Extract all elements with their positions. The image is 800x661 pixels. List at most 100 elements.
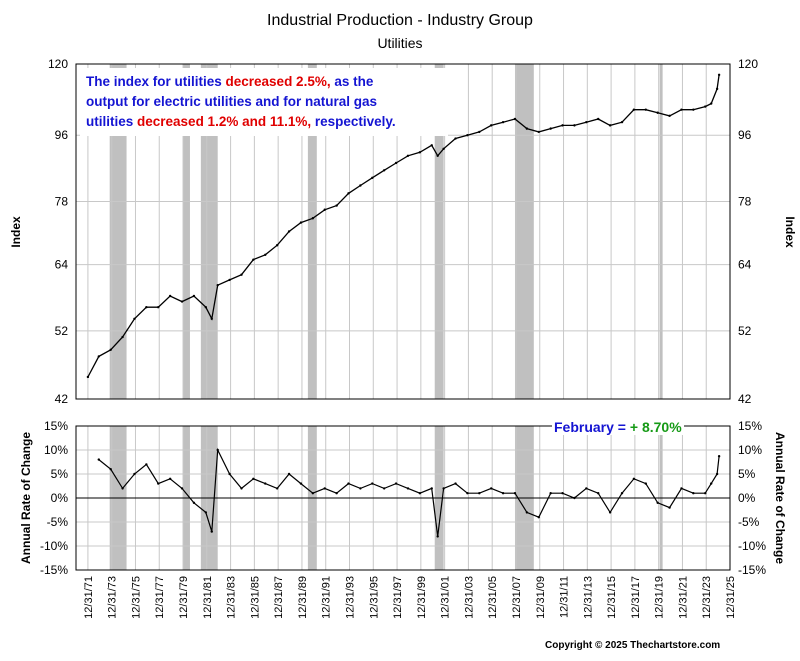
index-data-point <box>382 169 386 172</box>
rate-data-point <box>192 501 196 504</box>
rate-data-point <box>680 487 683 490</box>
copyright: Copyright © 2025 Thechartstore.com <box>545 640 721 651</box>
index-data-point <box>644 108 647 111</box>
index-data-point <box>210 317 213 321</box>
rate-data-point <box>632 477 636 480</box>
x-tick-label: 12/31/83 <box>226 576 238 619</box>
y-axis-label-right: Index <box>783 216 797 248</box>
rate-data-point <box>264 482 267 485</box>
rate-data-point <box>121 487 124 490</box>
rate-tick-label-right: 0% <box>738 491 756 505</box>
index-data-point <box>121 335 124 339</box>
index-data-point <box>525 127 529 130</box>
rate-data-point <box>133 472 136 476</box>
rate-tick-label-left: 10% <box>44 443 68 457</box>
rate-data-point <box>216 448 219 452</box>
index-data-point <box>240 273 243 276</box>
x-tick-label: 12/31/19 <box>654 576 666 619</box>
x-tick-label: 12/31/77 <box>154 576 166 619</box>
bottom-y-tick-labels: 15% 15% 10% 10% 5% 5% 0% 0% -5% -5% -10% -10% -15% -1… <box>40 419 766 577</box>
index-data-point <box>406 154 410 157</box>
index-data-point <box>478 130 481 134</box>
index-data-point <box>709 102 713 105</box>
index-data-point <box>359 184 362 187</box>
index-data-point <box>323 208 326 211</box>
y-tick-label-left: 96 <box>55 128 69 142</box>
y-tick-label-right: 96 <box>738 128 752 142</box>
rate-data-point <box>620 492 624 495</box>
top-y-tick-labels: 42 42 52 52 64 64 78 78 96 96 120 120 <box>48 57 758 406</box>
index-data-point <box>442 147 445 150</box>
index-data-point <box>252 258 255 261</box>
index-data-point <box>597 117 600 121</box>
index-data-point <box>97 355 101 358</box>
index-data-point <box>394 161 398 165</box>
rate-data-point <box>382 487 386 490</box>
x-tick-label: 12/31/87 <box>273 576 285 619</box>
latest-value-label: February = + 8.70% <box>552 419 684 435</box>
recession-band <box>307 64 317 399</box>
index-data-point <box>620 120 624 124</box>
recession-band <box>109 64 127 399</box>
recession-band <box>514 64 534 399</box>
index-data-point <box>501 120 505 124</box>
index-data-point <box>335 204 338 207</box>
index-data-point <box>204 306 208 309</box>
rate-data-point <box>501 492 505 495</box>
rate-data-point <box>561 492 564 495</box>
index-data-point <box>704 105 707 108</box>
index-data-point <box>436 154 439 157</box>
rate-axis-label-left: Annual Rate of Change <box>19 432 33 564</box>
rate-data-point <box>168 477 172 480</box>
rate-data-point <box>323 487 326 490</box>
top-recession-bands <box>109 64 663 399</box>
rate-tick-label-left: 0% <box>51 491 69 505</box>
x-tick-label: 12/31/09 <box>535 576 547 619</box>
rate-data-point <box>513 492 517 495</box>
rate-data-point <box>715 472 719 476</box>
index-data-point <box>656 111 659 114</box>
rate-data-point <box>597 492 600 495</box>
index-series-points <box>86 73 721 379</box>
rate-data-point <box>252 477 255 480</box>
rate-data-point <box>644 482 647 485</box>
rate-data-point <box>436 535 439 538</box>
rate-tick-label-right: 15% <box>738 419 762 433</box>
rate-data-point <box>549 492 552 495</box>
x-tick-label: 12/31/21 <box>677 576 689 619</box>
index-data-point <box>371 176 374 180</box>
annotation-highlight: decreased 1.2% and 11.1%, <box>137 114 312 129</box>
rate-data-point <box>490 487 493 490</box>
rate-data-point <box>228 472 231 476</box>
rate-data-point <box>692 492 695 495</box>
index-data-point <box>145 306 148 309</box>
index-data-point <box>430 144 433 147</box>
index-data-point <box>585 120 588 124</box>
rate-tick-label-left: -10% <box>40 539 68 553</box>
index-data-point <box>192 294 196 298</box>
index-data-point <box>264 253 267 256</box>
latest-label-value: + 8.70% <box>629 419 682 435</box>
x-tick-label: 12/31/95 <box>368 576 380 619</box>
recession-band <box>183 64 190 399</box>
index-data-point <box>133 317 136 321</box>
rate-data-point <box>204 511 208 514</box>
x-tick-label: 12/31/71 <box>83 576 95 619</box>
index-data-point <box>157 306 160 309</box>
rate-data-point <box>608 511 612 514</box>
x-tick-label: 12/31/75 <box>130 576 142 619</box>
x-tick-label: 12/31/85 <box>249 576 261 619</box>
rate-data-point <box>109 468 112 471</box>
x-tick-label: 12/31/99 <box>416 576 428 619</box>
rate-data-point <box>157 482 160 485</box>
x-tick-label: 12/31/15 <box>606 576 618 619</box>
annotation-text: output for electric utilities and for na… <box>86 94 378 109</box>
y-tick-label-right: 64 <box>738 258 752 272</box>
x-tick-label: 12/31/07 <box>511 576 523 619</box>
rate-data-point <box>275 487 279 490</box>
index-series-line <box>87 74 720 378</box>
rate-tick-label-left: 5% <box>51 467 69 481</box>
rate-series-points <box>97 448 721 538</box>
index-data-point <box>347 192 350 195</box>
x-tick-label: 12/31/73 <box>107 576 119 619</box>
